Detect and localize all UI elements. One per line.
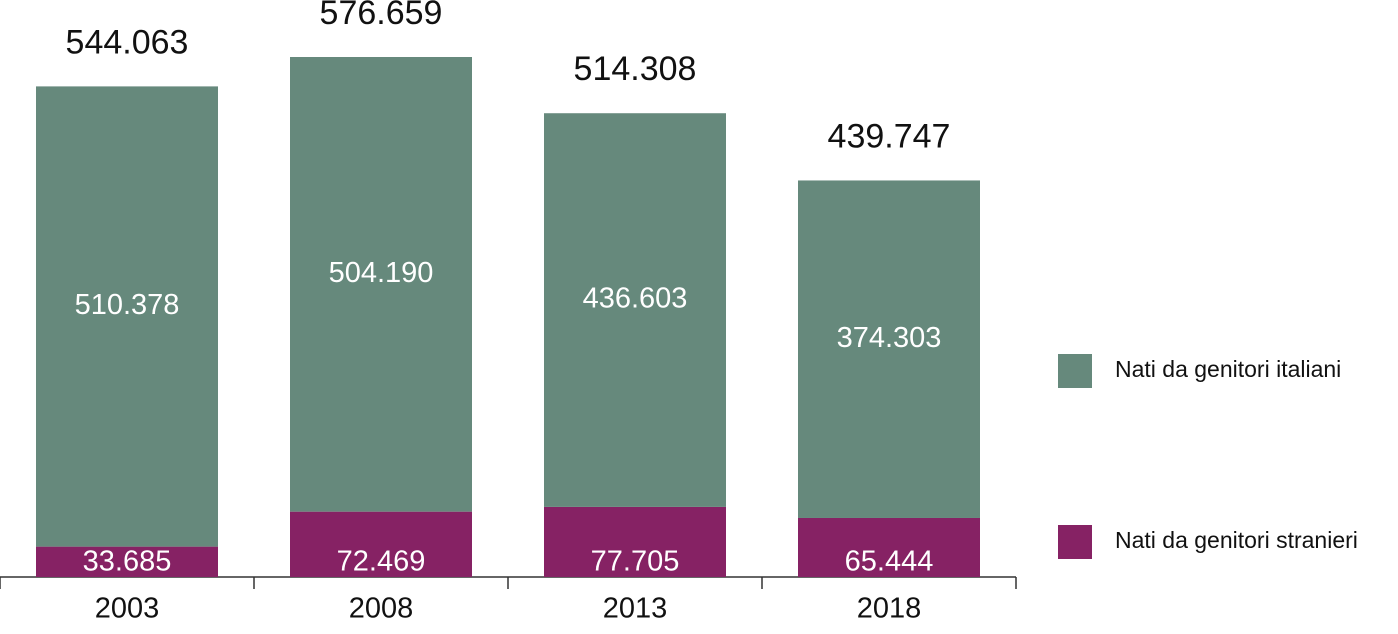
value-label: 504.190 <box>329 257 434 289</box>
bar-segment <box>798 517 980 577</box>
x-tick-label: 2018 <box>857 593 922 625</box>
legend-swatch <box>1058 354 1092 388</box>
bar-segment <box>36 86 218 547</box>
x-tick-label: 2013 <box>603 593 668 625</box>
value-label: 374.303 <box>837 322 942 354</box>
value-label: 77.705 <box>591 546 680 578</box>
bar-segment <box>36 546 218 577</box>
x-tick-label: 2008 <box>349 593 414 625</box>
bar-segment <box>544 506 726 577</box>
legend-label: Nati da genitori italiani <box>1115 356 1341 382</box>
total-label: 514.308 <box>574 50 697 88</box>
total-label: 439.747 <box>828 117 951 155</box>
bar-segment <box>290 57 472 512</box>
bar-segment <box>798 180 980 518</box>
x-tick-label: 2003 <box>95 593 160 625</box>
total-label: 576.659 <box>320 0 443 32</box>
legend-label: Nati da genitori stranieri <box>1115 527 1358 553</box>
value-label: 33.685 <box>83 546 172 578</box>
value-label: 65.444 <box>845 546 934 578</box>
legend-swatch <box>1058 525 1092 559</box>
bar-segment <box>290 511 472 577</box>
total-label: 544.063 <box>66 23 189 61</box>
bar-segment <box>544 113 726 507</box>
value-label: 510.378 <box>75 289 180 321</box>
value-label: 72.469 <box>337 546 426 578</box>
value-label: 436.603 <box>583 283 688 315</box>
